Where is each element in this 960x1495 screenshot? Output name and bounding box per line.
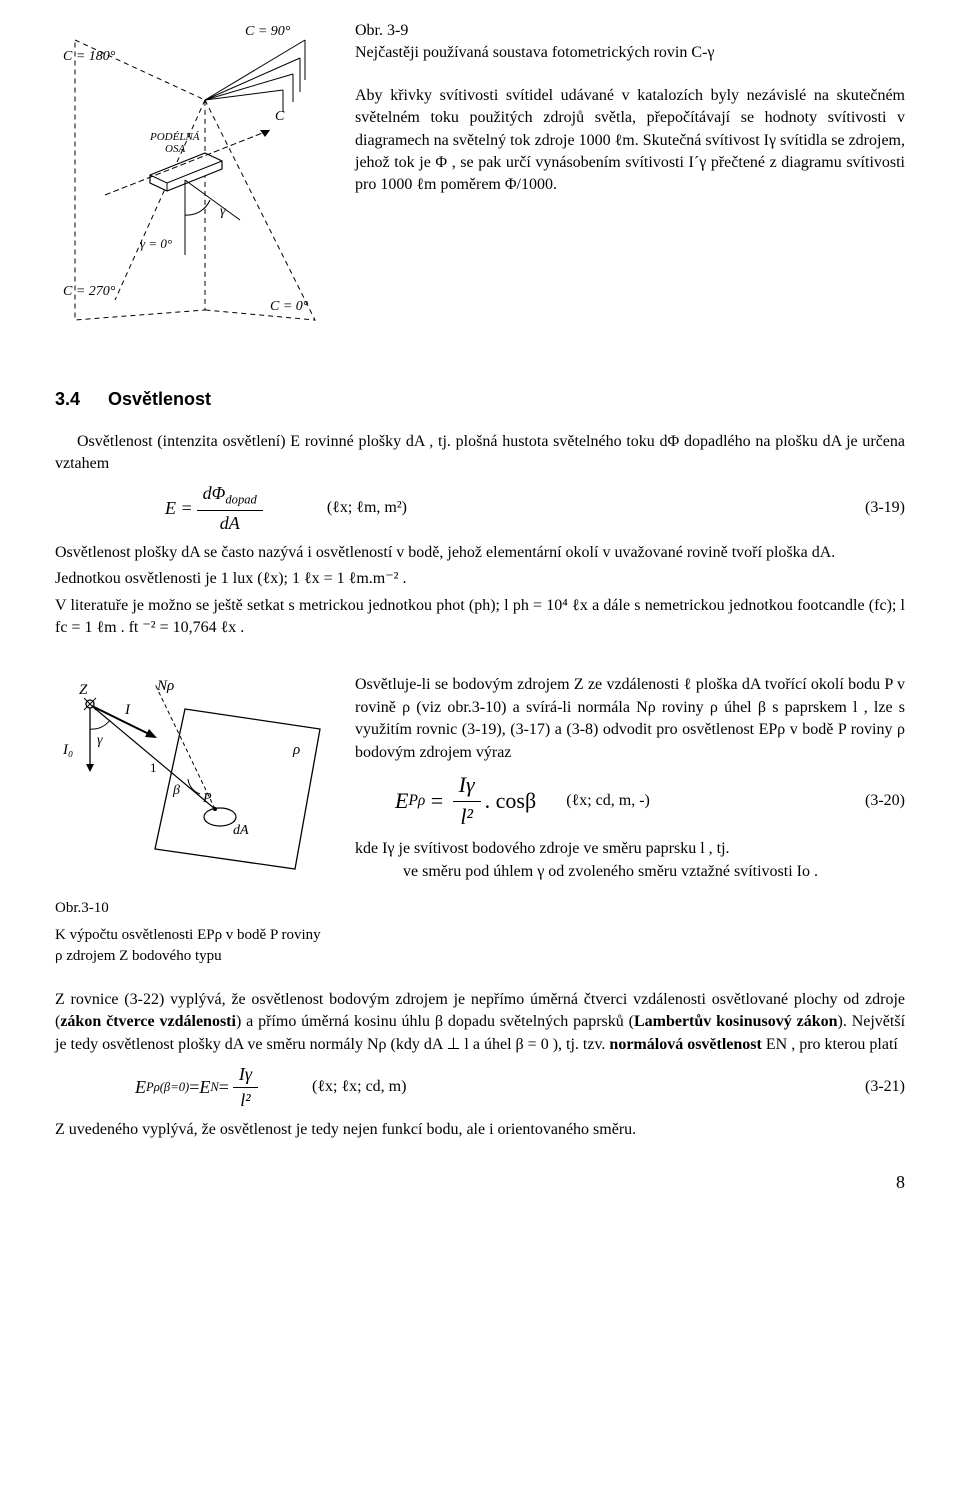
eq319-lhs: E = <box>165 496 193 521</box>
section-heading: 3.4 Osvětlenost <box>55 387 905 412</box>
svg-text:1: 1 <box>150 760 157 775</box>
label-c270: C = 270° <box>63 284 116 299</box>
bottom-paragraph: Z rovnice (3-22) vyplývá, že osvětlenost… <box>55 989 905 1056</box>
fig39-label: Obr. 3-9 <box>355 22 408 39</box>
eq319-units: (ℓx; ℓm, m²) <box>267 497 835 519</box>
label-c-half: C <box>275 109 285 124</box>
label-gamma: γ <box>220 204 226 219</box>
p1a: Osvětlenost (intenzita osvětlení) E rovi… <box>55 431 905 476</box>
label-c180: C = 180° <box>63 49 116 64</box>
svg-text:I: I <box>124 702 131 718</box>
fig-3-10-svg: Z I₀ I Nρ γ β P dA ρ 1 <box>55 674 330 884</box>
mid-section: Z I₀ I Nρ γ β P dA ρ 1 Obr.3-10 K výpočt… <box>55 674 905 966</box>
eq-3-21: EPρ(β=0) = EN = Iγ l² (ℓx; ℓx; cd, m) (3… <box>55 1062 905 1113</box>
fig39-caption: Obr. 3-9 Nejčastěji používaná soustava f… <box>355 20 905 65</box>
c-gamma-planes-svg: C = 180° C = 90° C = 270° C = 0° C PODÉL… <box>55 20 335 340</box>
label-axis: PODÉLNÁOSA <box>149 131 200 155</box>
label-c90: C = 90° <box>245 24 291 39</box>
fig310-label: Obr.3-10 <box>55 898 330 919</box>
label-gamma0: γ = 0° <box>140 236 172 251</box>
svg-text:dA: dA <box>233 823 249 838</box>
top-section: C = 180° C = 90° C = 270° C = 0° C PODÉL… <box>55 20 905 347</box>
eq321-units: (ℓx; ℓx; cd, m) <box>312 1076 835 1098</box>
fig-3-10-col: Z I₀ I Nρ γ β P dA ρ 1 Obr.3-10 K výpočt… <box>55 674 330 966</box>
svg-text:γ: γ <box>97 733 103 748</box>
mid-para: Osvětluje-li se bodovým zdrojem Z ze vzd… <box>355 674 905 764</box>
p1c: Jednotkou osvětlenosti je 1 lux (ℓx); 1 … <box>55 568 905 590</box>
eq321-num: (3-21) <box>835 1076 905 1098</box>
fig39-caption-text: Nejčastěji používaná soustava fotometric… <box>355 44 714 61</box>
svg-text:ρ: ρ <box>292 742 300 758</box>
label-c0: C = 0° <box>270 299 309 314</box>
final-line: Z uvedeného vyplývá, že osvětlenost je t… <box>55 1119 905 1141</box>
svg-text:Nρ: Nρ <box>156 678 174 694</box>
fig310-caption: K výpočtu osvětlenosti EPρ v bodě P rovi… <box>55 925 330 967</box>
p1b: Osvětlenost plošky dA se často nazývá i … <box>55 542 905 564</box>
intro-paragraph: Aby křivky svítivosti svítidel udávané v… <box>355 85 905 197</box>
mid-para2: kde Iγ je svítivost bodového zdroje ve s… <box>355 838 905 883</box>
bottom-section: Z rovnice (3-22) vyplývá, že osvětlenost… <box>55 989 905 1142</box>
eq319-num: (3-19) <box>835 497 905 519</box>
page-number: 8 <box>55 1170 905 1195</box>
fig-3-9-diagram: C = 180° C = 90° C = 270° C = 0° C PODÉL… <box>55 20 335 347</box>
eq-3-19: E = dΦdopad dA (ℓx; ℓm, m²) (3-19) <box>55 481 905 535</box>
svg-text:I₀: I₀ <box>62 742 73 758</box>
eq320-num: (3-20) <box>835 790 905 812</box>
section-number: 3.4 <box>55 387 103 412</box>
svg-text:Z: Z <box>79 682 88 698</box>
svg-text:β: β <box>172 783 180 798</box>
section-title: Osvětlenost <box>108 389 211 409</box>
eq-3-20: EPρ = Iγ l² . cosβ (ℓx; cd, m, -) (3-20) <box>355 770 905 833</box>
mid-text-col: Osvětluje-li se bodovým zdrojem Z ze vzd… <box>355 674 905 966</box>
fig39-text-col: Obr. 3-9 Nejčastěji používaná soustava f… <box>355 20 905 347</box>
svg-text:P: P <box>202 791 212 806</box>
p1d: V literatuře je možno se ještě setkat s … <box>55 595 905 640</box>
eq320-units: (ℓx; cd, m, -) <box>566 790 835 812</box>
